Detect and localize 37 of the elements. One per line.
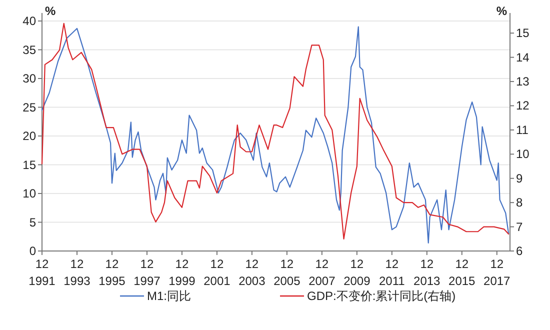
y2-tick-label: 8 — [516, 196, 523, 210]
y-tick-label: 40 — [22, 14, 36, 28]
legend-label: GDP:不变价:累计同比(右轴) — [307, 289, 456, 303]
y2-tick-label: 15 — [516, 26, 530, 40]
x-tick-label: 12 1993 — [64, 257, 91, 288]
x-tick-label: 12 2013 — [414, 257, 441, 288]
x-tick-label: 12 1999 — [168, 257, 196, 288]
x-tick-label: 12 1997 — [134, 257, 161, 288]
y-tick-label: 5 — [29, 215, 36, 230]
legend-label: M1:同比 — [147, 289, 192, 303]
y-tick-label: 15 — [22, 158, 36, 172]
y-tick-label: 35 — [22, 42, 36, 57]
x-tick-label: 12 1995 — [98, 257, 126, 288]
y2-tick-label: 9 — [516, 171, 523, 186]
y-tick-label: 30 — [22, 72, 36, 86]
y-tick-label: 20 — [22, 129, 36, 143]
y2-tick-label: 14 — [516, 50, 530, 64]
x-tick-label: 12 2015 — [448, 257, 476, 288]
y-tick-label: 10 — [22, 186, 36, 200]
x-tick-label: 12 2017 — [484, 257, 511, 288]
y2-tick-label: 7 — [516, 220, 523, 234]
x-tick-label: 12 2007 — [308, 257, 336, 288]
y2-axis-title: % — [496, 4, 508, 18]
x-tick-label: 12 2001 — [204, 257, 231, 288]
y2-tick-label: 12 — [516, 98, 530, 113]
y-tick-label: 0 — [29, 244, 36, 258]
y-tick-label: 25 — [22, 100, 36, 114]
y2-tick-label: 13 — [516, 74, 530, 89]
y2-tick-label: 6 — [516, 244, 523, 258]
y-axis-title: % — [45, 4, 56, 18]
x-tick-label: 12 2011 — [379, 257, 406, 288]
x-tick-label: 12 2009 — [344, 257, 371, 288]
x-tick-label: 12 2003 — [238, 257, 266, 288]
x-tick-label: 12 2005 — [274, 257, 301, 288]
y2-tick-label: 10 — [516, 147, 530, 162]
x-tick-label: 12 1991 — [28, 257, 56, 288]
y2-tick-label: 11 — [516, 122, 529, 137]
